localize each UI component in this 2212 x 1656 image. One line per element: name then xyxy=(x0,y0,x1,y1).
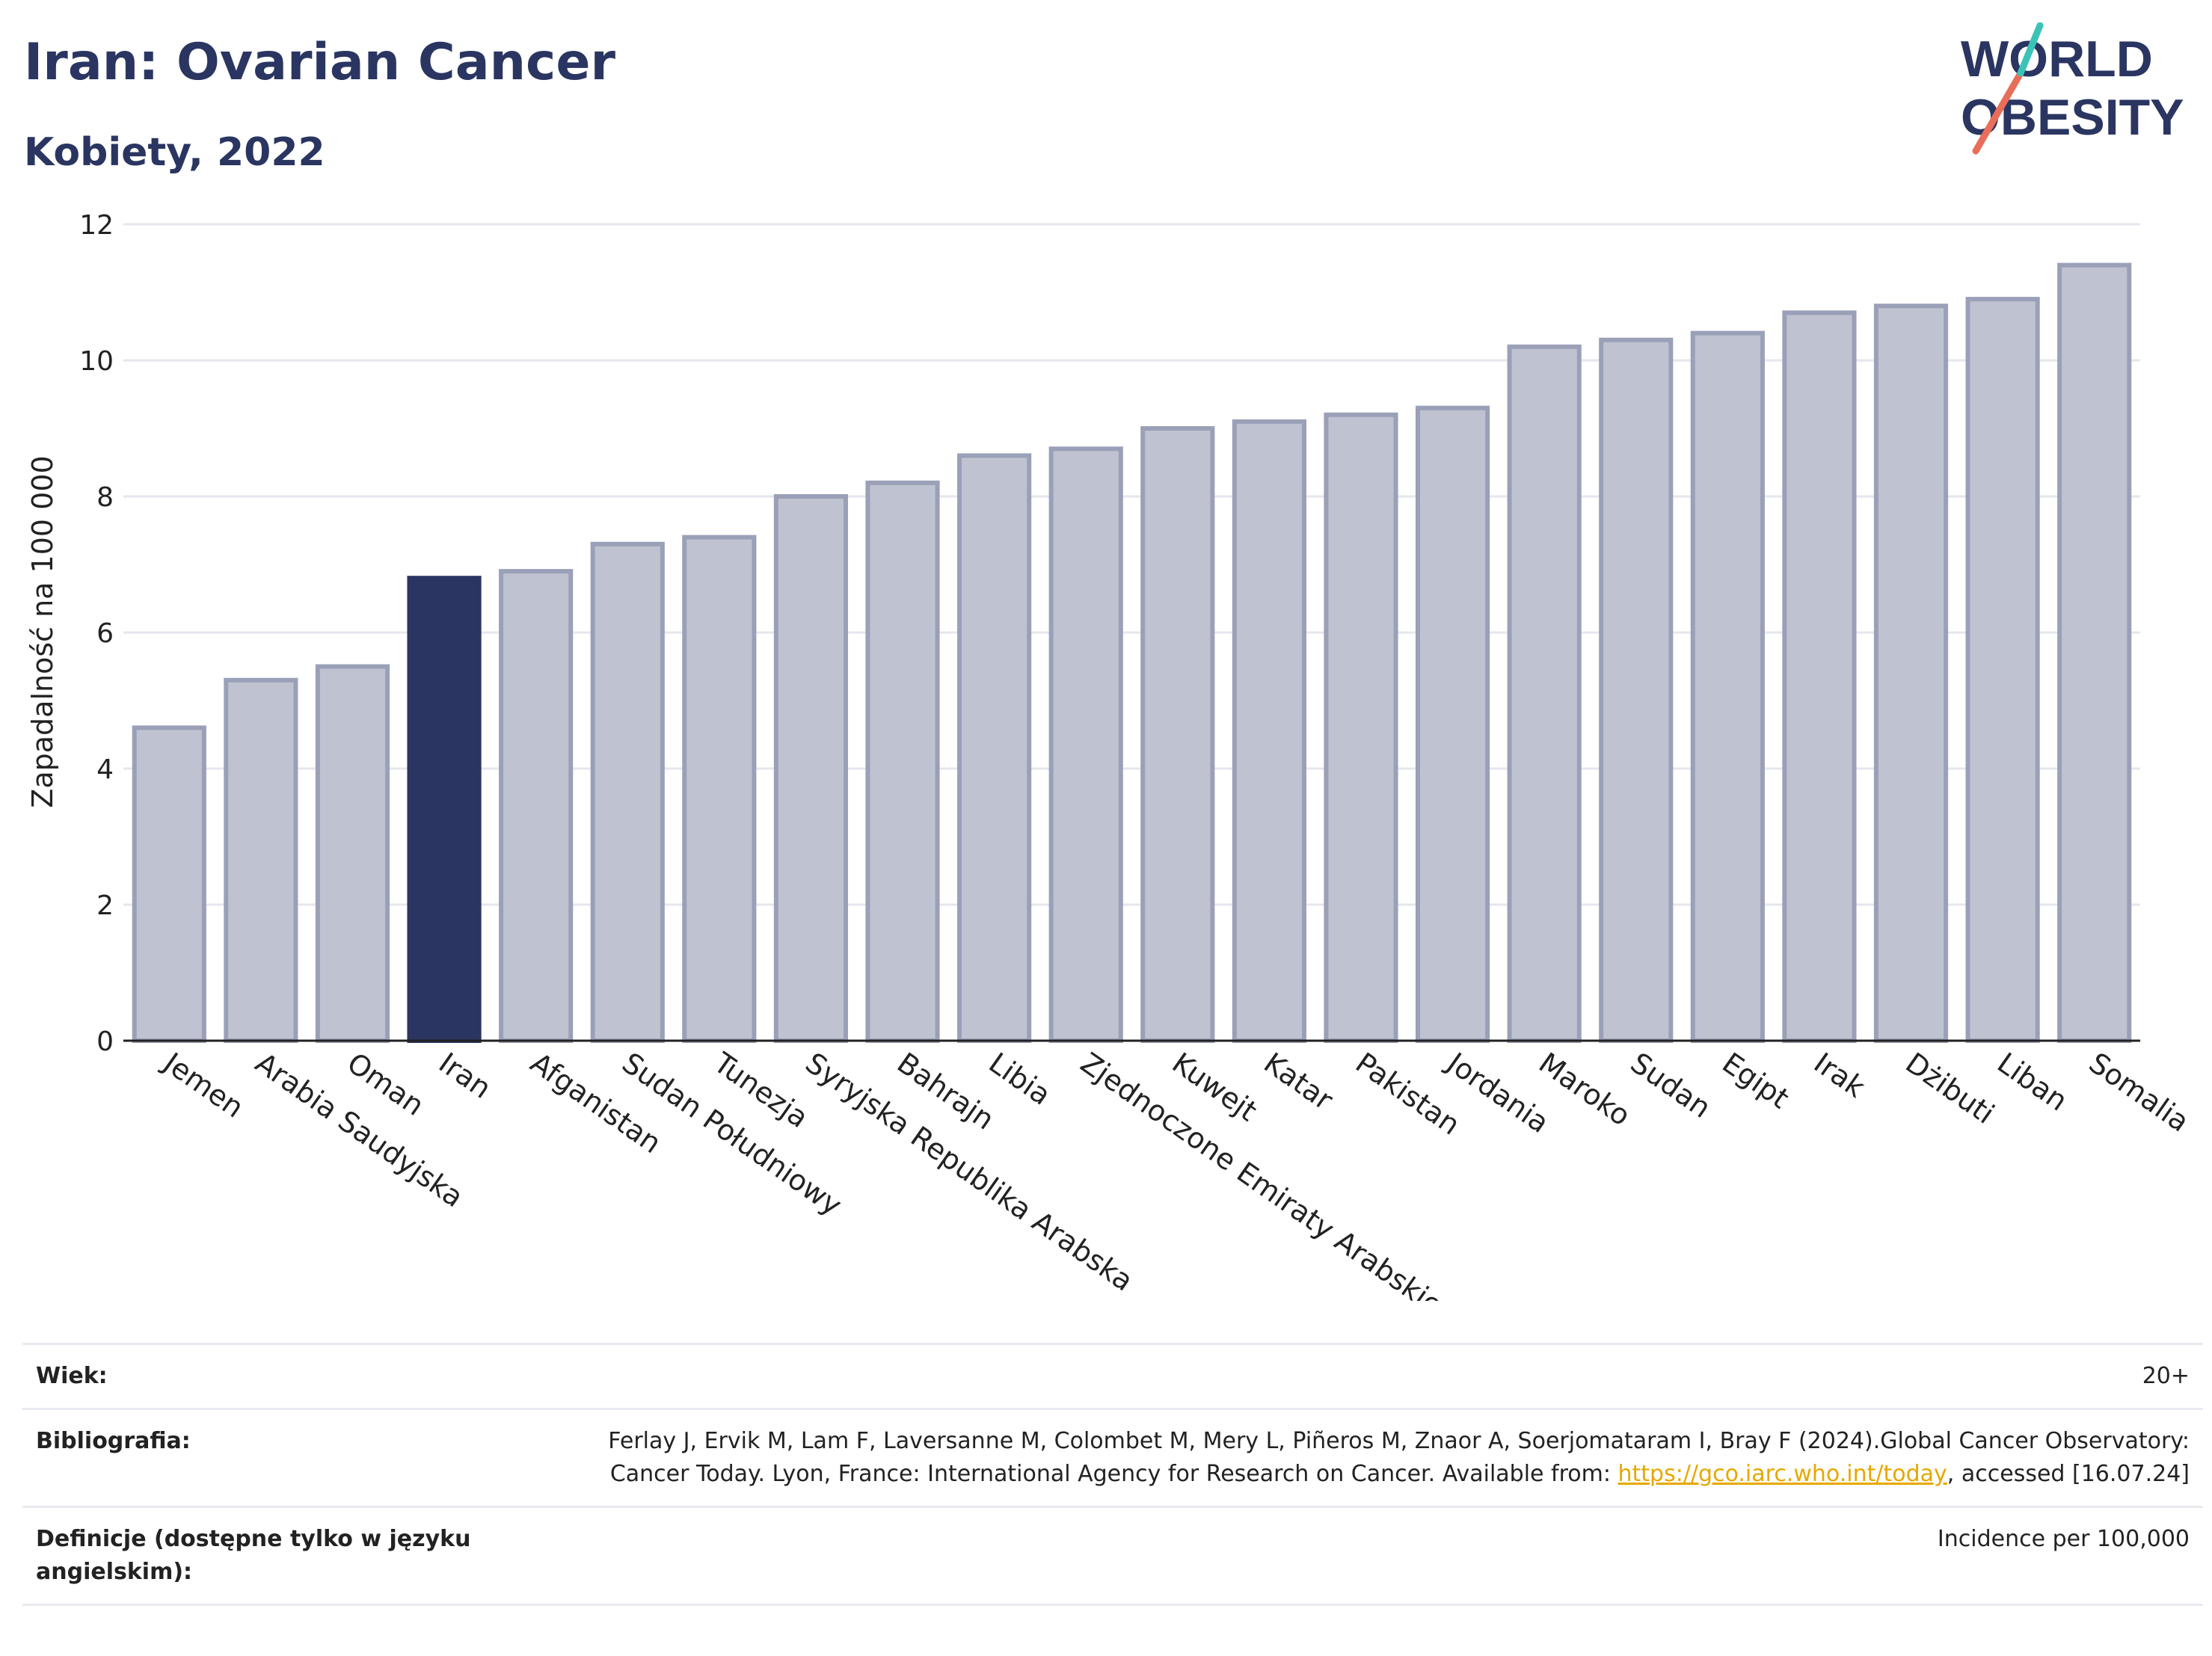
bibliography-text: Ferlay J, Ervik M, Lam F, Laversanne M, … xyxy=(582,1425,2190,1491)
age-row: Wiek: 20+ xyxy=(22,1343,2203,1408)
x-tick-label: Liban xyxy=(1991,1046,2074,1117)
world-obesity-logo: WORLD OBESITY xyxy=(1961,22,2184,155)
bar-egipt[interactable] xyxy=(1690,330,1765,1044)
bibliography-text-start: Ferlay J, Ervik M, Lam F, Laversanne M, … xyxy=(608,1428,2190,1487)
definitions-value: Incidence per 100,000 xyxy=(1937,1526,2190,1552)
bar-bahrajn[interactable] xyxy=(865,480,940,1043)
y-tick-label: 2 xyxy=(96,890,114,921)
bar-katar[interactable] xyxy=(1232,419,1306,1043)
x-tick-label: Irak xyxy=(1808,1046,1871,1104)
bar-afganistan[interactable] xyxy=(499,569,574,1043)
bibliography-label: Bibliografia: xyxy=(36,1428,191,1454)
y-axis-label: Zapadalność na 100 000 xyxy=(26,455,59,807)
bar-jemen[interactable] xyxy=(132,725,206,1044)
bar-sudan-po-udniowy[interactable] xyxy=(590,541,665,1043)
logo-slash-accent xyxy=(1972,70,2024,155)
definitions-row: Definicje (dostępne tylko w języku angie… xyxy=(22,1506,2203,1606)
bibliography-text-end: , accessed [16.07.24] xyxy=(1947,1461,2190,1487)
x-tick-label: Sudan xyxy=(1625,1046,1717,1124)
info-table: Wiek: 20+ Bibliografia: Ferlay J, Ervik … xyxy=(22,1343,2203,1606)
bar-maroko[interactable] xyxy=(1507,344,1582,1044)
bar-kuwejt[interactable] xyxy=(1140,426,1215,1043)
x-tick-label: Somalia xyxy=(2083,1046,2196,1138)
bibliography-row: Bibliografia: Ferlay J, Ervik M, Lam F, … xyxy=(22,1408,2203,1506)
bar-oman[interactable] xyxy=(315,664,390,1043)
bar-libia[interactable] xyxy=(957,453,1032,1043)
bar-pakistan[interactable] xyxy=(1324,412,1398,1043)
x-tick-label: Pakistan xyxy=(1350,1046,1466,1141)
bar-d-ibuti[interactable] xyxy=(1873,304,1949,1043)
x-tick-label: Syryjska Republika Arabska xyxy=(799,1046,1139,1297)
x-tick-label: Dżibuti xyxy=(1899,1046,2000,1130)
bibliography-link[interactable]: https://gco.iarc.who.int/today xyxy=(1617,1461,1947,1487)
y-tick-label: 10 xyxy=(79,346,114,377)
logo-line1: WORLD xyxy=(1961,31,2153,87)
x-tick-label: Libia xyxy=(983,1046,1057,1111)
bar-tunezja[interactable] xyxy=(682,535,757,1044)
y-tick-label: 0 xyxy=(96,1026,114,1057)
definitions-label: Definicje (dostępne tylko w języku angie… xyxy=(36,1526,471,1585)
bar-jordania[interactable] xyxy=(1415,405,1490,1043)
x-tick-label: Iran xyxy=(433,1046,497,1105)
bar-syryjska-republika-arabska[interactable] xyxy=(773,494,849,1043)
bar-arabia-saudyjska[interactable] xyxy=(224,677,298,1043)
y-tick-label: 8 xyxy=(96,482,114,513)
age-label: Wiek: xyxy=(36,1363,108,1389)
page-subtitle: Kobiety, 2022 xyxy=(24,130,325,175)
bar-somalia[interactable] xyxy=(2057,262,2132,1044)
bar-liban[interactable] xyxy=(1965,297,2040,1044)
y-tick-label: 6 xyxy=(96,618,114,649)
bar-irak[interactable] xyxy=(1782,310,1857,1044)
bar-iran[interactable] xyxy=(407,576,482,1043)
x-tick-label: Jemen xyxy=(156,1045,249,1124)
logo-slash-teal xyxy=(2017,22,2044,77)
x-tick-label: Katar xyxy=(1258,1046,1339,1116)
x-tick-label: Egipt xyxy=(1716,1046,1795,1115)
bar-sudan[interactable] xyxy=(1599,337,1674,1043)
bar-zjednoczone-emiraty-arabskie[interactable] xyxy=(1048,446,1123,1043)
y-tick-label: 4 xyxy=(96,754,114,785)
page-title: Iran: Ovarian Cancer xyxy=(24,33,615,92)
y-tick-label: 12 xyxy=(79,210,114,241)
age-value: 20+ xyxy=(2142,1363,2190,1389)
